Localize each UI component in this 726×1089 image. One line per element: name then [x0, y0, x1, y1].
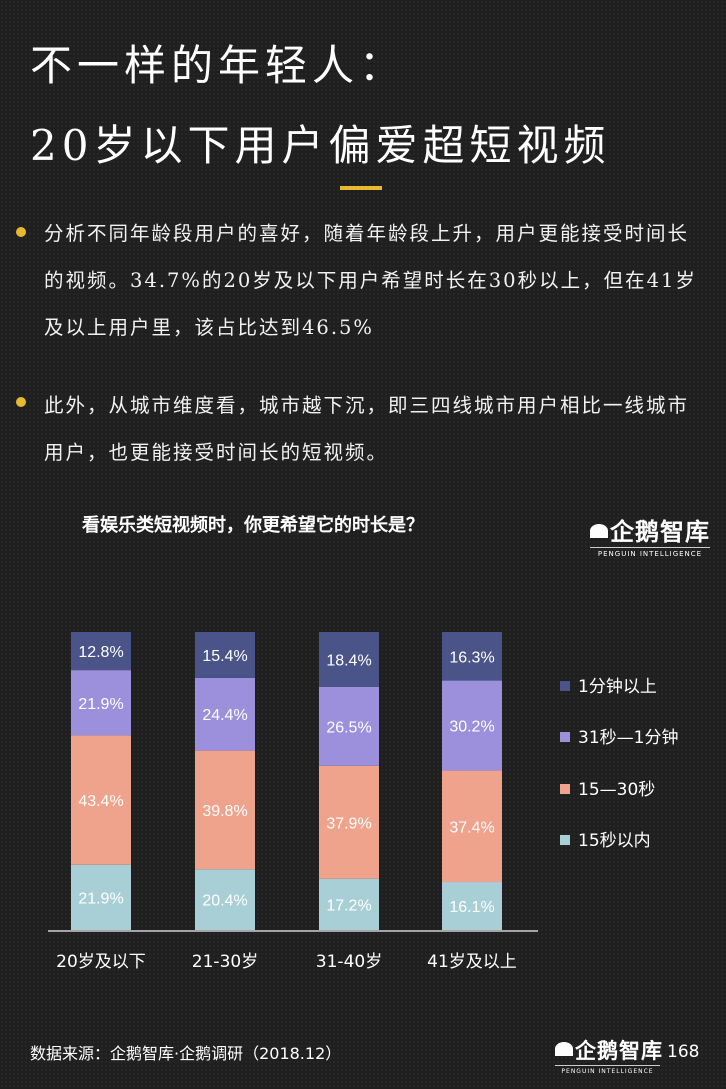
page-title-line-1: 不一样的年轻人： — [30, 41, 407, 90]
penguin-icon — [555, 1042, 573, 1056]
bar-segment — [195, 869, 255, 930]
legend-swatch — [560, 732, 570, 742]
bar-segment — [195, 632, 255, 678]
legend-label: 15秒以内 — [578, 831, 651, 851]
bar-value-label: 26.5% — [326, 719, 371, 736]
bar-value-label: 16.3% — [449, 649, 494, 666]
bar-value-label: 43.4% — [78, 793, 123, 810]
logo-name: 企鹅智库 — [575, 1039, 663, 1063]
bar-value-label: 21.9% — [78, 696, 123, 713]
bar-value-label: 30.2% — [449, 719, 494, 736]
x-tick-label: 41岁及以上 — [427, 952, 517, 972]
bar-value-label: 37.9% — [326, 815, 371, 832]
legend-swatch — [560, 681, 570, 691]
legend-label: 1分钟以上 — [578, 677, 657, 697]
bar-value-label: 16.1% — [449, 899, 494, 916]
legend-swatch — [560, 835, 570, 845]
bar-segment — [71, 864, 131, 930]
data-source-note: 数据来源：企鹅智库·企鹅调研（2018.12） — [30, 1044, 342, 1063]
legend-label: 31秒—1分钟 — [578, 728, 678, 748]
bar-segment — [442, 882, 502, 930]
bullet-dot-icon — [16, 227, 26, 237]
bar-segment — [319, 878, 379, 930]
bar-segment — [442, 632, 502, 681]
bullet-dot-icon — [16, 397, 26, 407]
bar-segment — [195, 750, 255, 870]
bar-segment — [71, 670, 131, 736]
logo-name: 企鹅智库 — [610, 518, 710, 546]
logo-tagline: PENGUIN INTELLIGENCE — [590, 547, 710, 558]
bar-segment — [319, 686, 379, 766]
bullet-paragraph-1: 分析不同年龄段用户的喜好，随着年龄段上升，用户更能接受时间长的视频。34.7%的… — [44, 222, 697, 339]
bar-segment — [195, 677, 255, 751]
title-accent-bar — [340, 186, 382, 190]
bar-segment — [442, 770, 502, 883]
bar-segment — [319, 765, 379, 879]
bar-segment — [442, 680, 502, 771]
legend-label: 15—30秒 — [578, 780, 655, 800]
bar-value-label: 20.4% — [202, 893, 247, 910]
bar-value-label: 17.2% — [326, 897, 371, 914]
bar-segment — [319, 632, 379, 687]
bar-value-label: 24.4% — [202, 707, 247, 724]
x-tick-label: 20岁及以下 — [56, 952, 146, 972]
x-tick-label: 21-30岁 — [192, 952, 258, 972]
bar-value-label: 18.4% — [326, 652, 371, 669]
penguin-icon — [590, 524, 608, 538]
chart-title: 看娱乐类短视频时，你更希望它的时长是？ — [82, 515, 424, 536]
bullet-paragraph-2: 此外，从城市维度看，城市越下沉，即三四线城市用户相比一线城市用户，也更能接受时间… — [44, 394, 690, 464]
brand-logo: 企鹅智库 PENGUIN INTELLIGENCE — [590, 512, 710, 558]
bar-value-label: 39.8% — [202, 803, 247, 820]
bar-value-label: 37.4% — [449, 819, 494, 836]
bar-segment — [71, 735, 131, 865]
bar-value-label: 15.4% — [202, 648, 247, 665]
x-tick-label: 31-40岁 — [316, 952, 382, 972]
stacked-bar-chart: 21.9% 43.4% 21.9% 12.8% 20岁及以下 20.4% 39.8% 24.4… — [48, 632, 678, 972]
bar-value-label: 12.8% — [78, 644, 123, 661]
page-number: 168 — [667, 1042, 700, 1062]
footer-brand-logo: 企鹅智库 PENGUIN INTELLIGENCE — [555, 1035, 663, 1075]
bar-value-label: 21.9% — [78, 890, 123, 907]
page-title-line-2: 20岁以下用户偏爱超短视频 — [30, 121, 611, 170]
legend-swatch — [560, 784, 570, 794]
logo-tagline: PENGUIN INTELLIGENCE — [555, 1065, 660, 1075]
bar-segment — [71, 632, 131, 671]
